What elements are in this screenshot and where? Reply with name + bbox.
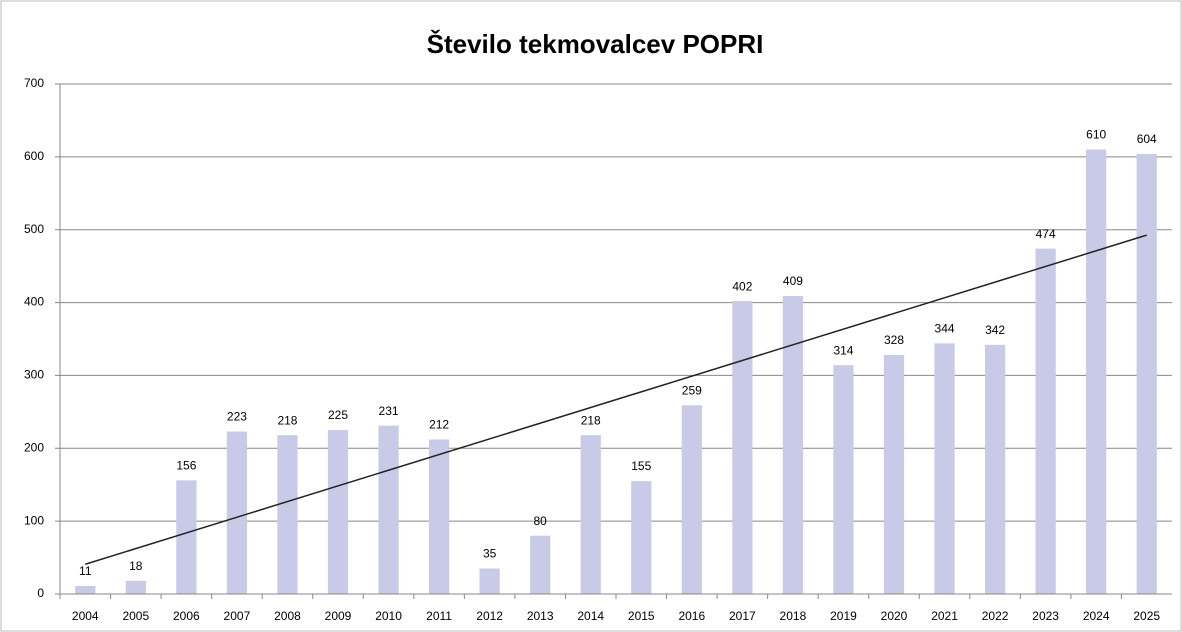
value-label: 314: [833, 343, 853, 357]
x-tick-label: 2015: [628, 609, 655, 623]
bar: [277, 435, 298, 594]
value-label: 212: [429, 418, 449, 432]
x-tick-label: 2025: [1133, 609, 1160, 623]
value-label: 342: [985, 323, 1005, 337]
y-tick-label: 200: [24, 440, 44, 454]
bar: [176, 480, 197, 594]
x-tick-label: 2021: [931, 609, 958, 623]
x-tick-label: 2005: [122, 609, 149, 623]
x-tick-label: 2012: [476, 609, 503, 623]
y-tick-label: 400: [24, 295, 44, 309]
bar: [782, 296, 804, 594]
y-tick-label: 500: [24, 222, 44, 236]
bar: [934, 343, 955, 594]
y-tick-label: 600: [24, 149, 44, 163]
x-tick-label: 2008: [274, 609, 301, 623]
x-tick-label: 2004: [72, 609, 99, 623]
value-label: 225: [328, 408, 348, 422]
bar: [631, 481, 652, 594]
x-tick-label: 2017: [729, 609, 756, 623]
value-label: 604: [1137, 132, 1157, 146]
bar: [681, 405, 702, 594]
x-tick-label: 2014: [577, 609, 604, 623]
value-label: 328: [884, 333, 904, 347]
bar: [327, 430, 349, 594]
y-tick-label: 700: [24, 76, 44, 90]
value-label: 18: [129, 559, 143, 573]
x-tick-label: 2018: [780, 609, 807, 623]
x-tick-label: 2023: [1032, 609, 1059, 623]
x-tick-label: 2013: [527, 609, 554, 623]
x-tick-label: 2009: [325, 609, 352, 623]
x-tick-label: 2007: [224, 609, 251, 623]
x-tick-label: 2019: [830, 609, 857, 623]
value-label: 409: [783, 274, 803, 288]
x-tick-label: 2020: [881, 609, 908, 623]
value-label: 402: [732, 279, 752, 293]
bar: [984, 344, 1006, 594]
bar: [75, 585, 96, 594]
value-label: 11: [79, 564, 92, 578]
value-label: 231: [379, 404, 399, 418]
x-tick-label: 2011: [426, 609, 452, 623]
value-label: 155: [631, 459, 651, 473]
y-tick-label: 0: [37, 586, 44, 600]
bar: [530, 535, 551, 594]
value-label: 218: [277, 413, 297, 427]
x-tick-label: 2016: [678, 609, 705, 623]
y-tick-label: 300: [24, 368, 44, 382]
bar: [732, 301, 753, 594]
bar: [479, 568, 500, 594]
value-label: 344: [935, 322, 955, 336]
x-tick-label: 2024: [1083, 609, 1110, 623]
bar: [1086, 149, 1107, 595]
x-tick-label: 2010: [375, 609, 402, 623]
value-label: 35: [483, 547, 497, 561]
bar: [226, 431, 248, 594]
bar: [1035, 248, 1056, 594]
bar: [378, 425, 399, 594]
x-tick-label: 2022: [982, 609, 1009, 623]
value-label: 156: [176, 459, 196, 473]
bar: [833, 365, 854, 594]
value-label: 610: [1086, 128, 1106, 142]
bar: [883, 355, 905, 594]
chart-title: Število tekmovalcev POPRI: [427, 29, 764, 59]
value-label: 474: [1036, 227, 1056, 241]
value-label: 218: [581, 413, 601, 427]
bar: [428, 439, 450, 594]
x-tick-label: 2006: [173, 609, 200, 623]
bar: [580, 435, 601, 594]
value-label: 223: [227, 410, 247, 424]
y-tick-label: 100: [24, 513, 44, 527]
bar: [125, 580, 146, 594]
trendline: [85, 234, 1147, 565]
value-label: 259: [682, 383, 702, 397]
bar: [1136, 153, 1157, 594]
value-label: 80: [534, 514, 548, 528]
